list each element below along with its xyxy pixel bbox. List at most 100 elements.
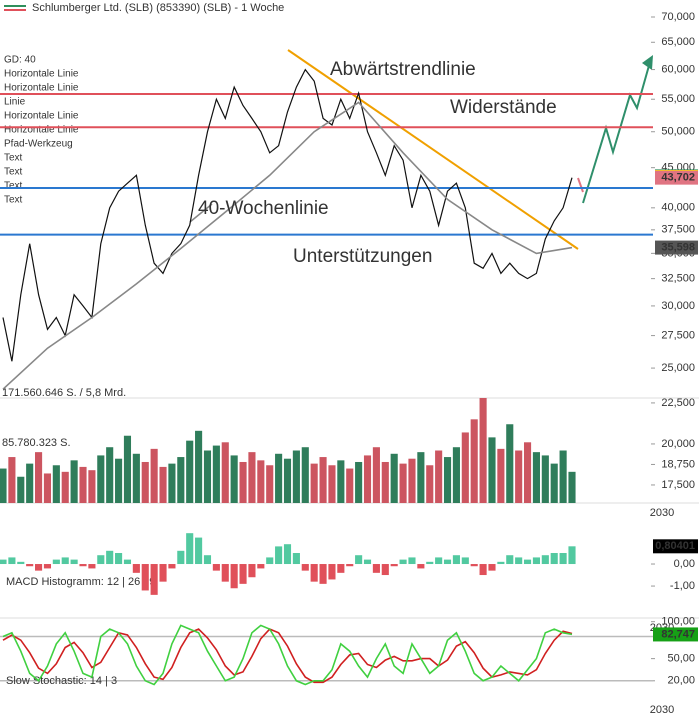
y-tick-label: 32,500 <box>661 273 695 285</box>
macd-bar <box>17 561 25 565</box>
macd-bar <box>461 557 469 565</box>
volume-bar <box>275 453 283 503</box>
y-tick-label: 25,000 <box>661 362 695 374</box>
legend-entry: Linie <box>4 97 26 108</box>
macd-bar <box>248 564 256 578</box>
y-tick-label: 18,750 <box>661 458 695 470</box>
macd-bar <box>275 546 283 565</box>
volume-bar <box>26 463 34 503</box>
path-tool <box>577 177 584 193</box>
macd-bar <box>132 564 140 573</box>
volume-bar <box>248 452 256 503</box>
price-badge <box>655 170 698 185</box>
macd-bar <box>79 564 87 567</box>
y-tick-label: 100,00 <box>661 616 695 628</box>
macd-bar <box>559 553 567 565</box>
volume-bar <box>390 453 398 503</box>
y-tick-label: 60,000 <box>661 63 695 75</box>
macd-bar <box>426 561 434 565</box>
macd-bar <box>186 533 194 565</box>
volume-bar <box>221 442 229 503</box>
volume-bar <box>346 468 354 503</box>
x-axis-label: 2030 <box>650 704 674 716</box>
macd-bar <box>328 564 336 580</box>
panel-title: Slow Stochastic: 14 | 3 <box>6 675 117 687</box>
value-badge-label: 82,747 <box>661 628 695 640</box>
volume-label: 85.780.323 S. <box>2 437 71 449</box>
annotation: Unterstützungen <box>293 246 432 267</box>
y-tick-label: 50,00 <box>667 653 695 665</box>
macd-bar <box>452 555 460 565</box>
macd-bar <box>479 564 487 576</box>
volume-bar <box>168 463 176 503</box>
macd-bar <box>497 561 505 565</box>
volume-bar <box>17 476 25 503</box>
y-tick-label: 20,00 <box>667 675 695 687</box>
price-badge <box>655 240 698 255</box>
y-tick-label: 17,500 <box>661 479 695 491</box>
x-axis-label: 2030 <box>650 507 674 519</box>
volume-bar <box>337 460 345 503</box>
volume-bar <box>506 424 514 503</box>
volume-bar <box>301 447 309 503</box>
volume-bar <box>417 452 425 503</box>
volume-bar <box>123 435 132 503</box>
macd-bar <box>523 559 532 565</box>
legend-entry: Text <box>4 181 23 192</box>
volume-bar <box>186 440 194 503</box>
volume-bar <box>523 442 532 503</box>
volume-bar <box>310 463 318 503</box>
volume-bar <box>515 450 523 503</box>
legend-entry: Horizontale Linie <box>4 83 79 94</box>
volume-bar <box>177 457 185 503</box>
macd-bar <box>61 557 69 565</box>
volume-label: 171.560.646 S. / 5,8 Mrd. <box>2 387 126 399</box>
macd-bar <box>292 553 300 565</box>
volume-bar <box>435 450 443 503</box>
volume-bar <box>61 471 69 503</box>
macd-bar <box>8 557 16 565</box>
macd-bar <box>97 555 105 565</box>
volume-bar <box>79 466 87 503</box>
macd-bar <box>363 559 372 565</box>
chart-title: Schlumberger Ltd. (SLB) (853390) (SLB) -… <box>32 2 284 14</box>
volume-bar <box>470 419 478 503</box>
y-tick-label: 50,000 <box>661 126 695 138</box>
panel-title: MACD Histogramm: 12 | 26 | 9 <box>6 576 155 588</box>
moving-average-line <box>2 101 573 390</box>
series-line <box>2 628 573 684</box>
volume-bar <box>230 455 238 503</box>
volume-bar <box>35 452 43 503</box>
volume-bar <box>497 448 505 503</box>
volume-bar <box>381 461 389 503</box>
macd-bar <box>541 555 549 565</box>
legend-entry: Horizontale Linie <box>4 69 79 80</box>
y-tick-label: 22,500 <box>661 397 695 409</box>
annotation: Abwärtstrendlinie <box>330 59 476 80</box>
volume-bar <box>8 457 16 503</box>
macd-bar <box>355 555 363 565</box>
macd-bar <box>159 564 167 582</box>
macd-bar <box>568 546 576 565</box>
legend-entry: Pfad-Werkzeug <box>4 139 73 150</box>
macd-bar <box>390 564 398 567</box>
legend-entry: Text <box>4 167 23 178</box>
legend-entry: Text <box>4 153 23 164</box>
macd-bar <box>26 564 34 567</box>
volume-bar <box>70 460 78 503</box>
macd-bar <box>532 557 540 565</box>
macd-bar <box>195 537 203 565</box>
annotation: 40-Wochenlinie <box>198 198 329 219</box>
series-line <box>2 624 573 686</box>
volume-bar <box>452 447 460 503</box>
pointer-line <box>189 203 213 223</box>
volume-bar <box>195 430 203 503</box>
macd-bar <box>319 564 327 584</box>
value-badge <box>653 627 698 642</box>
macd-bar <box>470 564 478 567</box>
volume-bar <box>443 457 452 503</box>
macd-bar <box>0 559 7 565</box>
macd-bar <box>399 559 407 565</box>
value-badge-label: 0,80401 <box>655 540 695 552</box>
